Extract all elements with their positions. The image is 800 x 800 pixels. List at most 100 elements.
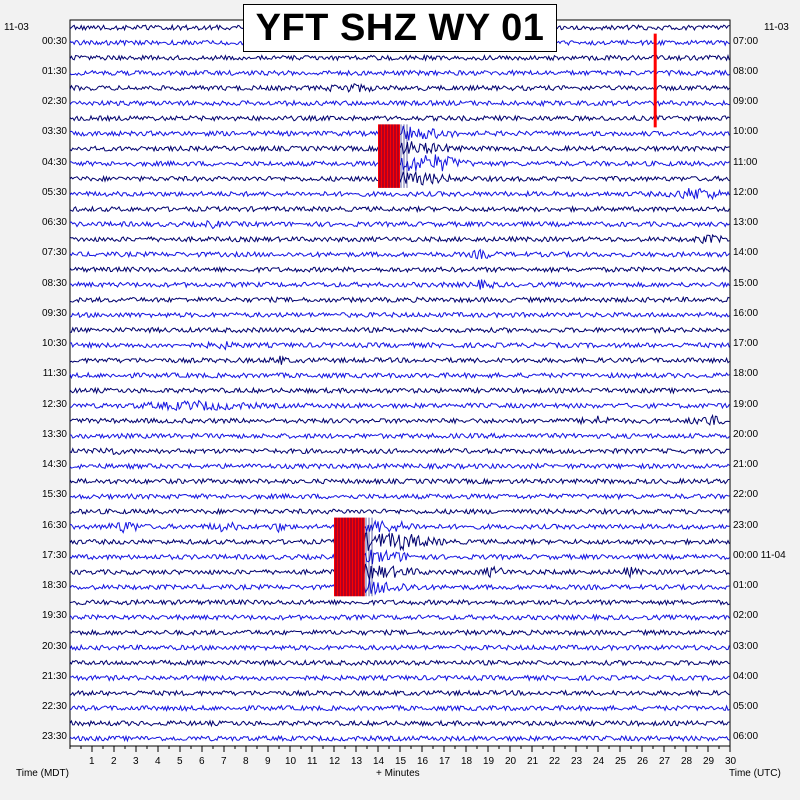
- x-tick-label: 18: [461, 756, 473, 767]
- trace-22: [69, 340, 730, 351]
- trace-6: [69, 99, 730, 108]
- x-tick-label: 12: [329, 756, 341, 767]
- right-time-label: 19:00: [733, 398, 759, 410]
- left-time-label: 11:30: [42, 368, 67, 380]
- x-tick-label: 11: [307, 756, 318, 767]
- right-time-label: 23:00: [733, 519, 759, 531]
- x-tick-label: 17: [439, 756, 451, 767]
- left-time-label: 17:30: [41, 549, 67, 561]
- x-tick-label: 21: [527, 756, 539, 767]
- trace-35: [69, 532, 730, 552]
- trace-47: [69, 719, 730, 728]
- trace-13: [69, 205, 730, 214]
- trace-34: [69, 519, 730, 534]
- trace-5: [69, 83, 730, 93]
- right-time-label: 01:00: [733, 580, 759, 592]
- trace-46: [69, 704, 730, 713]
- trace-15: [69, 233, 730, 245]
- right-time-label: 18:00: [733, 368, 759, 380]
- x-tick-label: 20: [505, 756, 517, 767]
- left-time-label: 13:30: [41, 428, 67, 440]
- trace-12: [69, 187, 730, 201]
- right-time-label: 03:00: [733, 640, 759, 652]
- trace-39: [69, 598, 730, 607]
- left-time-label: 23:30: [41, 731, 67, 743]
- left-time-label: 02:30: [41, 96, 67, 108]
- left-time-label: 03:30: [41, 126, 67, 138]
- trace-21: [69, 326, 730, 334]
- trace-23: [69, 355, 730, 365]
- x-tick-label: 22: [549, 756, 561, 767]
- trace-33: [69, 507, 730, 516]
- trace-41: [69, 628, 730, 637]
- trace-42: [69, 643, 730, 652]
- trace-29: [69, 447, 730, 456]
- x-tick-label: 4: [155, 756, 161, 767]
- trace-16: [69, 248, 730, 260]
- x-tick-label: 24: [593, 756, 605, 767]
- left-time-label: 14:30: [41, 459, 67, 471]
- right-time-label: 07:00: [733, 35, 759, 47]
- left-time-label: 00:30: [41, 35, 67, 47]
- left-time-label: 06:30: [41, 217, 67, 229]
- title-box: YFT SHZ WY 01: [243, 4, 557, 52]
- trace-26: [70, 399, 730, 412]
- left-axis-label: Time (MDT): [16, 768, 69, 779]
- right-axis-label: Time (UTC): [729, 768, 781, 779]
- right-time-label: 02:00: [733, 610, 759, 622]
- x-tick-label: 27: [659, 756, 671, 767]
- trace-32: [69, 492, 730, 501]
- x-tick-label: 28: [681, 756, 693, 767]
- right-time-label: 06:00: [733, 731, 759, 743]
- x-tick-label: 15: [395, 756, 407, 767]
- x-axis-label: + Minutes: [376, 768, 420, 779]
- x-tick-label: 1: [89, 756, 95, 767]
- right-time-label: 22:00: [733, 489, 759, 501]
- x-tick-label: 16: [417, 756, 429, 767]
- trace-3: [69, 53, 730, 62]
- x-tick-label: 3: [133, 756, 139, 767]
- trace-44: [69, 674, 730, 682]
- right-time-label: 20:00: [733, 428, 759, 440]
- right-time-label: 17:00: [733, 338, 759, 350]
- trace-18: [69, 279, 730, 290]
- x-tick-label: 25: [615, 756, 627, 767]
- right-time-label: 12:00: [733, 186, 759, 198]
- trace-14: [69, 220, 730, 230]
- right-time-label: 15:00: [733, 277, 759, 289]
- trace-31: [69, 477, 730, 486]
- x-tick-label: 26: [637, 756, 649, 767]
- trace-28: [69, 432, 730, 440]
- x-tick-label: 7: [221, 756, 227, 767]
- right-date-label: 11-03: [764, 22, 789, 33]
- right-time-label: 13:00: [733, 217, 759, 229]
- right-time-label: 05:00: [733, 701, 759, 713]
- trace-36: [69, 549, 730, 565]
- x-tick-label: 13: [351, 756, 363, 767]
- x-tick-label: 6: [199, 756, 205, 767]
- x-tick-label: 14: [373, 756, 385, 767]
- right-time-label: 14:00: [733, 247, 759, 259]
- left-time-label: 10:30: [41, 338, 67, 350]
- trace-43: [69, 659, 730, 667]
- right-time-label: 08:00: [733, 65, 759, 77]
- trace-48: [69, 734, 730, 743]
- x-tick-label: 10: [285, 756, 297, 767]
- left-time-label: 16:30: [41, 519, 67, 531]
- left-time-label: 22:30: [41, 701, 67, 713]
- trace-37: [69, 563, 730, 580]
- trace-7: [69, 114, 730, 123]
- chart-title: YFT SHZ WY 01: [255, 6, 545, 49]
- trace-27: [69, 413, 730, 426]
- left-time-label: 18:30: [41, 580, 67, 592]
- left-time-label: 01:30: [41, 65, 67, 77]
- left-time-label: 19:30: [41, 610, 67, 622]
- right-time-label: 21:00: [733, 459, 759, 471]
- left-time-label: 20:30: [41, 640, 67, 652]
- left-time-label: 09:30: [41, 307, 67, 319]
- trace-25: [69, 386, 730, 395]
- left-time-label: 08:30: [41, 277, 67, 289]
- trace-38: [69, 579, 730, 596]
- left-time-label: 05:30: [41, 186, 67, 198]
